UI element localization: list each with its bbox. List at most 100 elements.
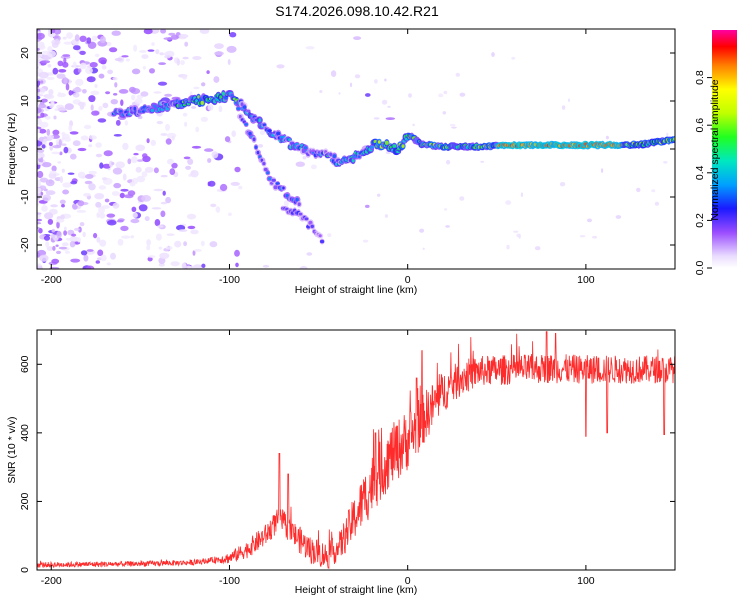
noise-cell [131, 177, 139, 185]
noise-cell [63, 41, 72, 45]
snr-ytick-label: 600 [19, 355, 31, 373]
noise-cell [133, 44, 138, 52]
noise-cell [131, 156, 138, 164]
noise-cell [83, 254, 89, 262]
noise-cell [101, 65, 107, 70]
noise-cell [199, 29, 210, 34]
noise-cell [141, 195, 152, 202]
noise-cell [219, 183, 228, 192]
ridge-core [329, 152, 333, 157]
noise-cell [86, 37, 92, 44]
noise-cell [180, 60, 185, 66]
noise-cell [158, 62, 167, 65]
noise-cell [209, 241, 218, 248]
noise-cell [234, 249, 240, 257]
noise-cell [105, 91, 111, 95]
noise-cell [78, 226, 82, 233]
noise-cell [37, 170, 44, 179]
noise-cell [116, 219, 124, 223]
noise-cell [122, 173, 127, 181]
noise-cell [37, 62, 41, 67]
ridge-core [332, 154, 337, 159]
ridge-core [262, 162, 266, 166]
noise-cell [38, 103, 46, 109]
ridge-core [246, 109, 251, 113]
noise-cell [39, 121, 49, 128]
noise-cell [55, 218, 65, 223]
noise-cell [231, 130, 236, 137]
noise-cell [111, 161, 115, 166]
spectrogram-xtick-label: 100 [577, 274, 595, 286]
noise-cell [130, 235, 134, 239]
noise-cell [88, 183, 96, 191]
noise-cell [61, 204, 65, 208]
noise-cell [69, 236, 80, 242]
noise-cell [37, 94, 44, 97]
noise-cell [61, 136, 65, 141]
snr-xtick-label: -200 [41, 575, 62, 587]
ridge-core [268, 177, 272, 181]
noise-cell [65, 83, 70, 91]
noise-cell [136, 159, 144, 162]
noise-cell [37, 126, 42, 130]
noise-cell [89, 61, 98, 68]
noise-cell [192, 56, 202, 60]
noise-cell [82, 231, 86, 238]
noise-cell [49, 104, 53, 109]
noise-cell [146, 138, 150, 144]
noise-cell [61, 242, 69, 247]
noise-cell [185, 165, 192, 170]
noise-cell [76, 209, 87, 213]
noise-cell [214, 51, 224, 56]
noise-cell [64, 103, 74, 110]
noise-cell [164, 93, 173, 97]
noise-cell [51, 165, 57, 172]
noise-cell [183, 241, 188, 247]
colorbar-tick-label: 0.0 [694, 261, 706, 276]
snr-panel: -200 -100 0 100 0 200 400 600 Height of straigh… [6, 329, 676, 596]
noise-cell [140, 91, 149, 97]
noise-cell [40, 112, 45, 118]
noise-cell [480, 160, 485, 163]
noise-cell [142, 153, 148, 159]
noise-cell [56, 250, 61, 255]
colorbar-ticks: 0.0 0.2 0.4 0.6 0.8 [694, 70, 712, 275]
noise-cell [82, 89, 87, 94]
colorbar-gradient [712, 30, 737, 268]
noise-cell [160, 174, 168, 178]
noise-cell [62, 54, 71, 57]
noise-cell [63, 230, 67, 236]
noise-cell [224, 136, 231, 143]
noise-cell [95, 142, 102, 148]
noise-cell [62, 189, 69, 195]
noise-cell [144, 166, 154, 173]
noise-cell [79, 50, 86, 56]
noise-cell [63, 226, 67, 231]
noise-cell [153, 188, 164, 192]
noise-cell [654, 201, 660, 206]
noise-cell [74, 227, 80, 231]
spectrogram-ytick-label: 20 [19, 47, 31, 59]
noise-cell [68, 90, 73, 96]
noise-cell [176, 58, 180, 66]
noise-cell [276, 64, 285, 69]
noise-cell [131, 68, 141, 75]
ridge-core [288, 138, 291, 142]
spectrogram-xtick-label: 0 [405, 274, 411, 286]
noise-cell [155, 49, 160, 55]
noise-cell [165, 196, 172, 204]
noise-cell [72, 61, 77, 68]
noise-cell [99, 212, 106, 219]
noise-cell [442, 111, 447, 115]
ridge-core [133, 106, 137, 111]
ridge-core [370, 145, 374, 149]
noise-cell [446, 159, 451, 165]
ridge-core [273, 185, 278, 190]
noise-cell [195, 126, 200, 133]
noise-cell [238, 185, 243, 190]
noise-cell [201, 82, 206, 87]
noise-cell [52, 145, 62, 149]
noise-cell [77, 237, 81, 243]
ridge-core [275, 182, 280, 185]
noise-cell [115, 119, 121, 126]
